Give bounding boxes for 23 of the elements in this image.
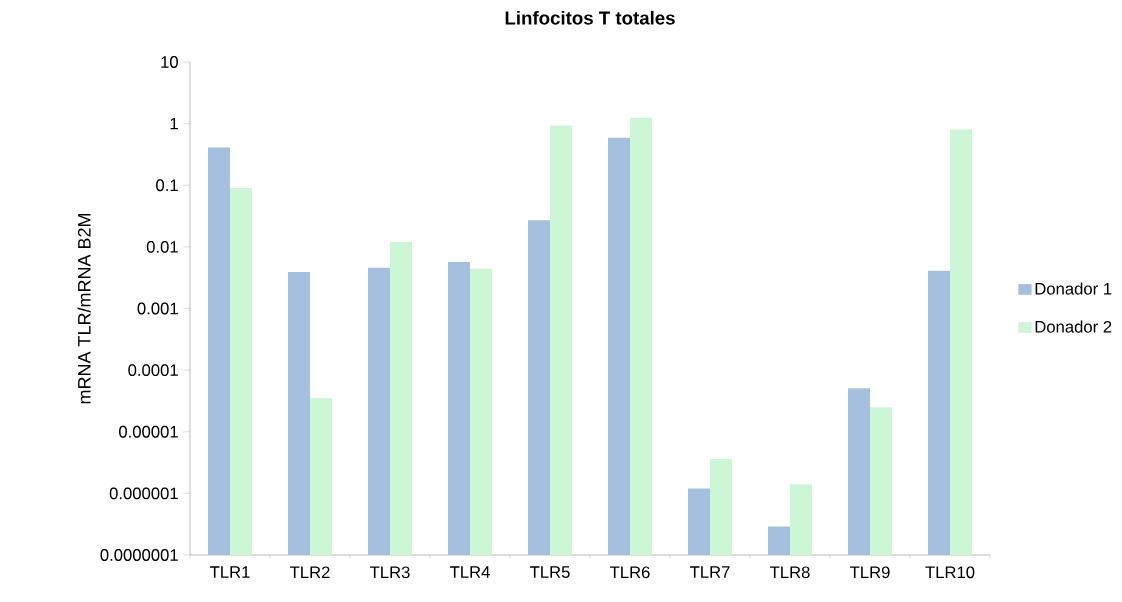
y-tick-label: 0.00001 <box>119 425 178 438</box>
y-tick-label: 0.001 <box>137 302 178 315</box>
y-tick-label: 10 <box>161 56 178 68</box>
x-tick-label: TLR5 <box>530 566 570 578</box>
x-tick-label: TLR10 <box>925 566 975 579</box>
x-tick-label: TLR6 <box>610 566 650 579</box>
y-tick-label: 0.0000001 <box>100 549 178 561</box>
y-tick-label: 0.1 <box>156 179 178 192</box>
y-tick-label: 0.000001 <box>109 487 178 500</box>
y-tick-label: 0.01 <box>146 240 178 253</box>
x-tick-label: TLR9 <box>850 566 890 579</box>
y-axis-title: mRNA TLR/mRNA B2M <box>77 213 91 404</box>
legend-label: Donador 2 <box>1035 320 1112 333</box>
x-tick-label: TLR7 <box>690 566 730 578</box>
y-tick-label: 0.0001 <box>128 364 178 377</box>
x-tick-label: TLR1 <box>210 566 250 578</box>
x-tick-label: TLR4 <box>450 566 490 578</box>
chart-title: Linfocitos T totales <box>505 10 675 25</box>
x-tick-label: TLR3 <box>370 566 410 579</box>
y-tick-label: 1 <box>170 117 178 130</box>
x-tick-label: TLR2 <box>290 566 330 578</box>
legend-label: Donador 1 <box>1035 282 1112 295</box>
x-tick-label: TLR8 <box>770 566 810 579</box>
